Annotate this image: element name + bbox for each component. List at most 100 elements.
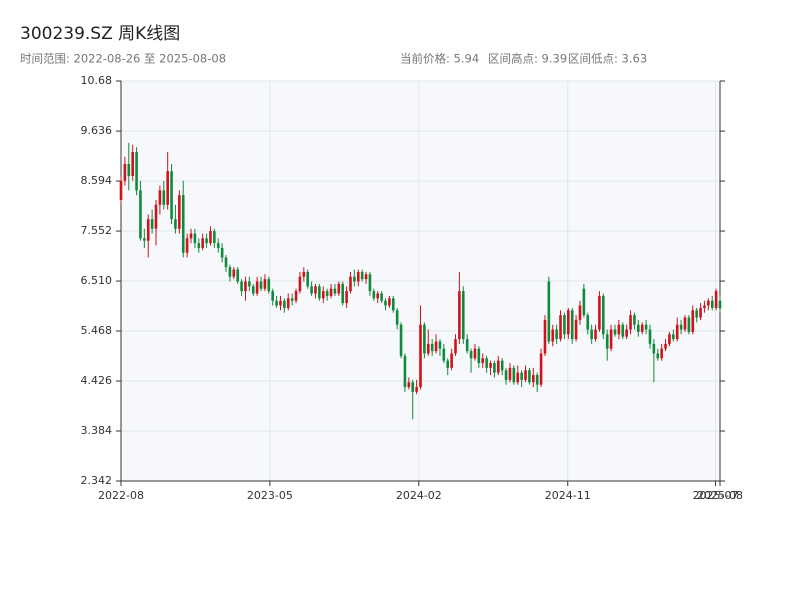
x-tick-label: 2025-07 <box>693 489 739 502</box>
candle-body <box>353 276 356 282</box>
candle-body <box>337 283 341 294</box>
candle-body <box>345 291 348 304</box>
candle-body <box>251 286 255 294</box>
subtitle: 时间范围: 2022-08-26 至 2025-08-08 <box>20 52 226 66</box>
candle-body <box>582 288 586 316</box>
candle-body <box>314 286 317 294</box>
candle-body <box>236 269 239 282</box>
candle-body <box>426 343 430 354</box>
candle-body <box>586 315 590 330</box>
y-tick-label: 7.552 <box>81 224 113 237</box>
candle-body <box>368 274 372 292</box>
candle-body <box>162 190 166 205</box>
candle-body <box>391 298 395 311</box>
candle-body <box>146 219 150 241</box>
candle-body <box>617 324 621 335</box>
stat: 当前价格: 5.94 <box>400 52 479 66</box>
candle-body <box>551 329 555 342</box>
candle-body <box>306 271 310 287</box>
candle-body <box>640 324 644 332</box>
candle-body <box>590 329 593 340</box>
candle-body <box>621 324 625 337</box>
candle-body <box>679 324 683 330</box>
candle-body <box>695 310 698 318</box>
candle-body <box>465 339 469 352</box>
candle-body <box>461 291 465 340</box>
candle-body <box>376 293 380 299</box>
candle-body <box>131 152 134 176</box>
candle-body <box>473 348 477 359</box>
candle-body <box>298 276 302 292</box>
candle-body <box>710 300 714 308</box>
candle-body <box>707 300 710 306</box>
candle-body <box>170 171 173 220</box>
candle-body <box>500 360 504 371</box>
candle-body <box>481 358 485 364</box>
candle-body <box>598 295 601 330</box>
candle-body <box>189 233 193 239</box>
candle-body <box>415 387 418 392</box>
candle-body <box>220 247 224 258</box>
candle-body <box>154 204 158 229</box>
candle-body <box>633 315 636 325</box>
candle-body <box>244 281 247 292</box>
candle-body <box>637 324 640 332</box>
candle-body <box>224 257 228 268</box>
candle-body <box>508 367 512 380</box>
candle-body <box>407 382 411 388</box>
candle-body <box>504 370 508 380</box>
candle-body <box>181 195 185 253</box>
candle-body <box>349 276 352 292</box>
candle-body <box>411 382 415 392</box>
candle-body <box>166 171 169 205</box>
candle-body <box>438 341 442 349</box>
candle-body <box>259 281 263 289</box>
candle-body <box>613 329 617 335</box>
candle-body <box>664 343 667 349</box>
candle-body <box>321 291 325 299</box>
candle-body <box>255 281 259 294</box>
candle-body <box>197 243 201 248</box>
candle-body <box>602 295 605 335</box>
candle-body <box>559 315 562 340</box>
candle-body <box>201 238 204 248</box>
candle-body <box>648 329 652 344</box>
candle-body <box>555 329 558 340</box>
candle-body <box>263 279 267 289</box>
candle-body <box>675 324 679 340</box>
x-tick-label: 2022-08 <box>98 489 144 502</box>
candle-body <box>458 291 461 340</box>
candle-body <box>150 219 154 229</box>
candle-body <box>442 348 446 361</box>
candle-body <box>629 315 632 330</box>
candle-body <box>174 219 177 229</box>
candle-body <box>395 310 399 325</box>
candle-body <box>388 298 391 306</box>
candle-body <box>543 319 547 354</box>
candle-body <box>240 281 243 292</box>
x-tick-label: 2024-11 <box>545 489 591 502</box>
candle-body <box>493 363 496 373</box>
candle-body <box>578 305 582 320</box>
candle-body <box>318 286 321 299</box>
candle-body <box>660 348 663 359</box>
stat: 区间高点: 9.39 <box>488 52 567 66</box>
candle-body <box>703 305 706 308</box>
candle-body <box>178 195 181 229</box>
x-tick-label: 2025-08 <box>697 489 743 502</box>
candle-body <box>302 271 306 277</box>
candle-body <box>329 288 333 296</box>
candle-body <box>528 370 531 383</box>
candle-body <box>450 353 453 368</box>
candle-body <box>423 324 426 354</box>
candle-body <box>563 315 566 335</box>
candle-body <box>718 300 722 309</box>
candle-body <box>384 300 387 306</box>
candle-body <box>496 360 500 373</box>
candle-body <box>193 233 197 244</box>
candle-body <box>547 281 551 342</box>
candle-body <box>535 375 539 385</box>
candle-body <box>524 370 527 380</box>
candle-body <box>158 190 162 205</box>
candle-body <box>185 238 189 253</box>
